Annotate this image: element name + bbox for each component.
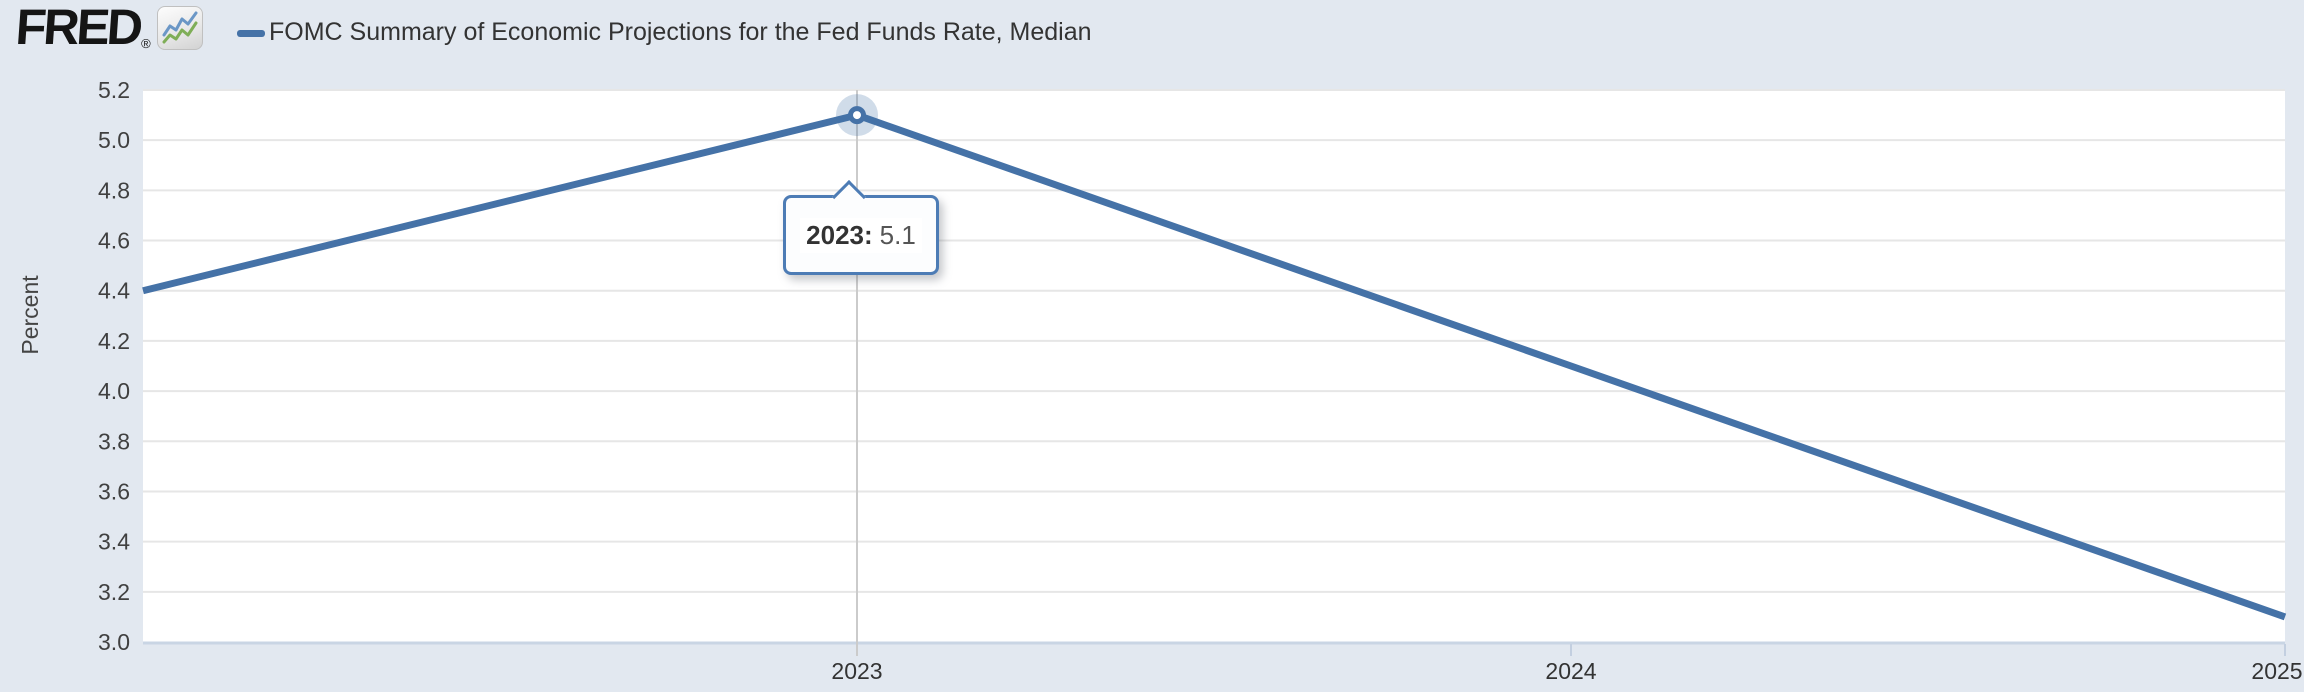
y-tick-label: 4.6 <box>98 228 130 254</box>
tooltip-year: 2023: <box>806 219 873 250</box>
x-tick-label: 2023 <box>831 658 882 684</box>
point-marker[interactable] <box>848 106 866 125</box>
tooltip-value: 5.1 <box>879 219 916 250</box>
registered-mark: ® <box>141 36 151 51</box>
y-tick-label: 3.4 <box>98 529 130 555</box>
y-tick-label: 5.2 <box>98 77 130 103</box>
legend-series-dash <box>237 30 265 37</box>
y-tick-label: 4.2 <box>98 328 130 354</box>
y-tick-label: 4.8 <box>98 177 130 203</box>
tooltip-text: 2023: 5.1 <box>800 217 922 253</box>
point-tooltip: 2023: 5.1 <box>783 180 939 276</box>
legend-series-label[interactable]: FOMC Summary of Economic Projections for… <box>269 18 1092 46</box>
y-tick-label: 5.0 <box>98 127 130 153</box>
x-tick-label: 2025 <box>2251 658 2302 684</box>
y-tick-label: 4.0 <box>98 378 130 404</box>
y-tick-label: 3.8 <box>98 428 130 454</box>
y-tick-label: 4.4 <box>98 278 130 304</box>
plot-area[interactable] <box>143 90 2285 642</box>
series-line[interactable] <box>142 111 2287 621</box>
y-tick-label: 3.6 <box>98 478 130 504</box>
y-tick-label: 3.2 <box>98 579 130 605</box>
x-tick-label: 2024 <box>1545 658 1596 684</box>
y-tick-label: 3.0 <box>98 629 130 655</box>
fred-logo[interactable]: FRED ® <box>14 0 203 55</box>
fred-sparkline-icon <box>156 6 203 50</box>
chart-header: FRED ® FOMC Summary of Economic Projecti… <box>0 0 2304 60</box>
